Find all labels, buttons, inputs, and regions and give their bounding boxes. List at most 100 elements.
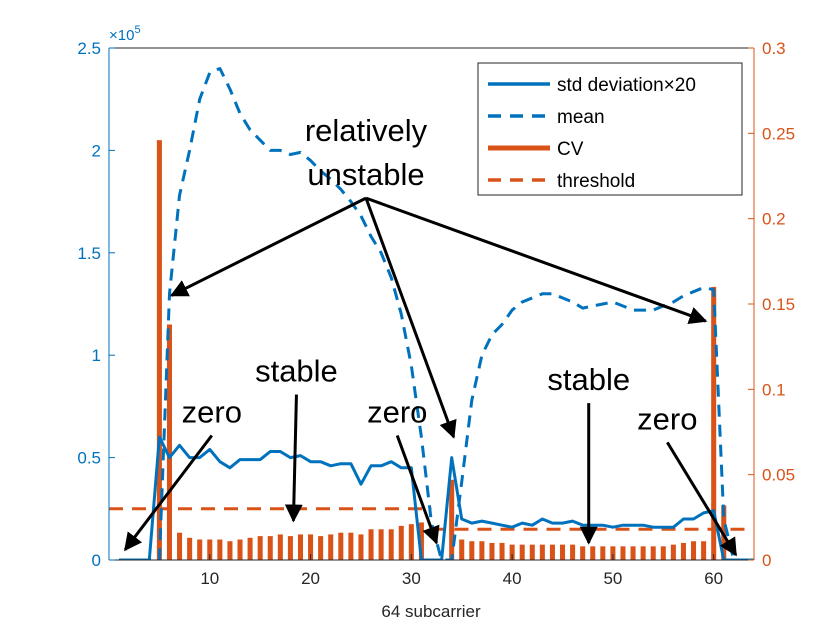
cv-bar xyxy=(529,544,535,560)
cv-bar xyxy=(398,525,404,560)
cv-bar xyxy=(418,522,424,560)
y-left-tick-label: 1 xyxy=(92,346,101,365)
cv-bar xyxy=(368,529,374,560)
cv-bar xyxy=(580,546,586,560)
cv-bar xyxy=(197,539,203,560)
cv-bar xyxy=(519,544,525,560)
cv-bar xyxy=(166,324,172,560)
y-left-tick-label: 2 xyxy=(92,141,101,160)
x-tick-label: 60 xyxy=(704,569,723,588)
cv-bar xyxy=(600,546,606,560)
cv-bar xyxy=(660,546,666,560)
x-tick-label: 30 xyxy=(402,569,421,588)
cv-bar xyxy=(378,529,384,560)
cv-bar xyxy=(620,546,626,560)
lines-layer xyxy=(119,67,754,560)
annotation-text: unstable xyxy=(307,157,424,192)
cv-bar xyxy=(267,536,273,560)
annotation-text: zero xyxy=(637,401,697,436)
y-left-exponent: ×105 xyxy=(109,24,141,44)
cv-bar xyxy=(459,539,465,560)
y-right-tick-label: 0 xyxy=(762,551,771,570)
cv-bar xyxy=(469,541,475,560)
y-left-tick-label: 0.5 xyxy=(77,449,101,468)
cv-bar xyxy=(559,544,566,560)
legend-label-mean: mean xyxy=(557,107,605,128)
x-tick-label: 50 xyxy=(603,569,622,588)
cv-bar xyxy=(297,534,304,560)
annotation-text: stable xyxy=(547,362,630,397)
cv-bar xyxy=(489,542,495,560)
annotation-text: zero xyxy=(367,395,427,430)
cv-bar xyxy=(187,537,193,560)
annotation-text: relatively xyxy=(305,113,428,148)
y-right-tick-label: 0.15 xyxy=(762,295,795,314)
legend-label-threshold: threshold xyxy=(557,171,635,192)
y-right-tick-label: 0.3 xyxy=(762,39,786,58)
cv-bar xyxy=(570,544,576,560)
cv-bar xyxy=(318,536,324,560)
cv-bar xyxy=(549,544,555,560)
y-left-tick-label: 1.5 xyxy=(77,244,101,263)
y-right-tick-label: 0.25 xyxy=(762,124,795,143)
cv-bar xyxy=(277,534,283,560)
cv-bars-layer xyxy=(156,140,727,560)
y-right-tick-label: 0.05 xyxy=(762,466,795,485)
cv-bar xyxy=(207,539,213,560)
annotation-arrow xyxy=(395,435,440,545)
cv-bar xyxy=(237,539,243,560)
x-tick-label: 20 xyxy=(301,569,320,588)
cv-bar xyxy=(499,542,505,560)
cv-bar xyxy=(408,524,414,560)
y-right-tick-label: 0.2 xyxy=(762,210,786,229)
cv-bar xyxy=(388,529,394,560)
cv-bar xyxy=(358,534,364,560)
cv-bar xyxy=(247,537,253,560)
cv-bar xyxy=(177,532,183,560)
cv-bar xyxy=(348,532,354,560)
cv-bar xyxy=(227,541,233,560)
cv-bar xyxy=(650,546,656,560)
cv-bar xyxy=(509,544,515,560)
cv-bar xyxy=(691,541,697,560)
annotation-arrow xyxy=(284,394,303,523)
annotation-arrow xyxy=(364,197,457,439)
annotation-arrow xyxy=(169,196,367,297)
annotation-arrow xyxy=(666,441,738,557)
cv-bar xyxy=(539,544,545,560)
cv-bar xyxy=(449,479,455,560)
legend-label-std: std deviation×20 xyxy=(557,75,696,96)
cv-bar xyxy=(680,542,686,560)
cv-bar xyxy=(287,536,293,560)
x-tick-label: 40 xyxy=(503,569,522,588)
legend-label-cv: CV xyxy=(557,139,584,160)
y-left-tick-label: 2.5 xyxy=(77,39,101,58)
cv-bar xyxy=(308,534,314,560)
annotation-text: zero xyxy=(182,395,242,430)
cv-bar xyxy=(590,546,596,560)
annotation-arrow xyxy=(365,196,708,325)
cv-bar xyxy=(328,534,334,560)
y-left-tick-label: 0 xyxy=(92,551,101,570)
cv-bar xyxy=(338,532,344,560)
cv-bar xyxy=(670,544,676,560)
cv-bar xyxy=(479,541,485,560)
cv-bar xyxy=(640,546,646,560)
cv-bar xyxy=(257,536,263,560)
cv-bar xyxy=(630,546,636,560)
cv-bar xyxy=(217,539,223,560)
ticks-layer: 0 0.5 1 1.5 2 2.5 0 0.05 0.1 0.15 0.2 0.25 0.3 10 20 30… xyxy=(77,39,795,588)
x-axis-label: 64 subcarrier xyxy=(381,602,481,621)
annotation-arrow xyxy=(123,434,213,552)
cv-bar xyxy=(610,546,616,560)
cv-bar xyxy=(156,140,162,560)
cv-bar xyxy=(701,541,707,560)
annotation-text: stable xyxy=(255,354,338,389)
legend: std deviation×20 mean CV threshold xyxy=(477,62,743,196)
cv-bar xyxy=(711,286,717,560)
y-right-tick-label: 0.1 xyxy=(762,380,786,399)
x-tick-label: 10 xyxy=(200,569,219,588)
